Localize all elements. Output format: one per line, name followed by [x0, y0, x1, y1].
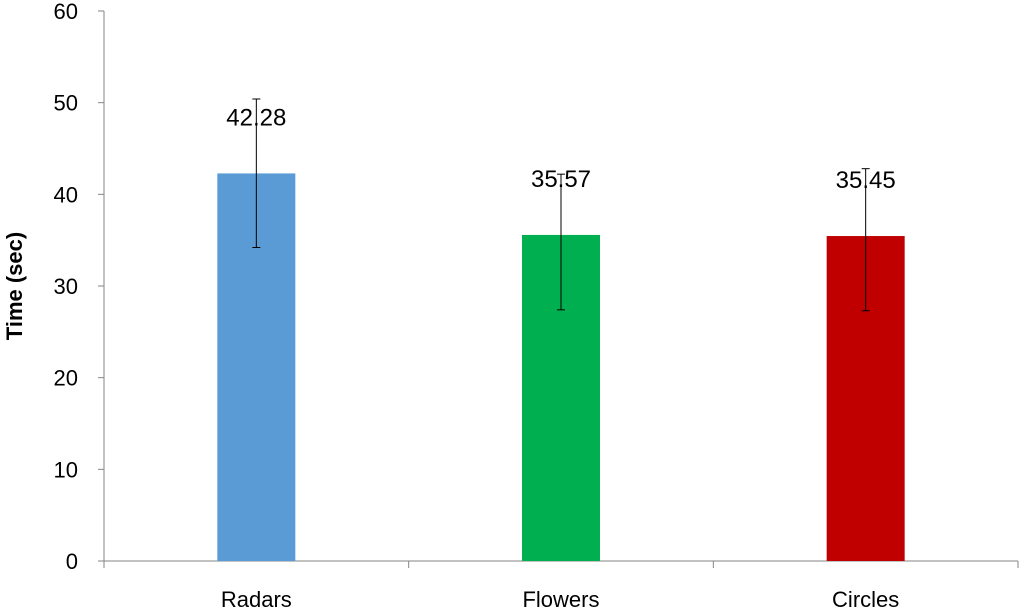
y-tick-label: 40 [54, 182, 78, 207]
data-labels: 42.28 Radars 35.57 Flowers 35.45 Circles [221, 104, 899, 612]
x-tick-label-circles: Circles [832, 587, 899, 612]
error-bar-flowers [557, 173, 565, 311]
x-tick-label-flowers: Flowers [522, 587, 599, 612]
x-tick-label-radars: Radars [221, 587, 292, 612]
data-label-flowers: 35.57 [531, 166, 591, 193]
y-tick-label: 20 [54, 366, 78, 391]
y-tick-label: 60 [54, 0, 78, 24]
y-tick-label: 30 [54, 274, 78, 299]
y-tick-label: 10 [54, 457, 78, 482]
data-label-circles: 35.45 [836, 167, 896, 194]
error-bar-circles [861, 168, 870, 312]
y-axis-title: Time (sec) [2, 232, 27, 340]
bars [217, 173, 905, 562]
y-tick-label: 0 [66, 549, 78, 574]
error-bars [252, 98, 870, 312]
y-tick-label: 50 [54, 91, 78, 116]
data-label-radars: 42.28 [226, 104, 286, 131]
error-bar-radars [252, 98, 261, 248]
